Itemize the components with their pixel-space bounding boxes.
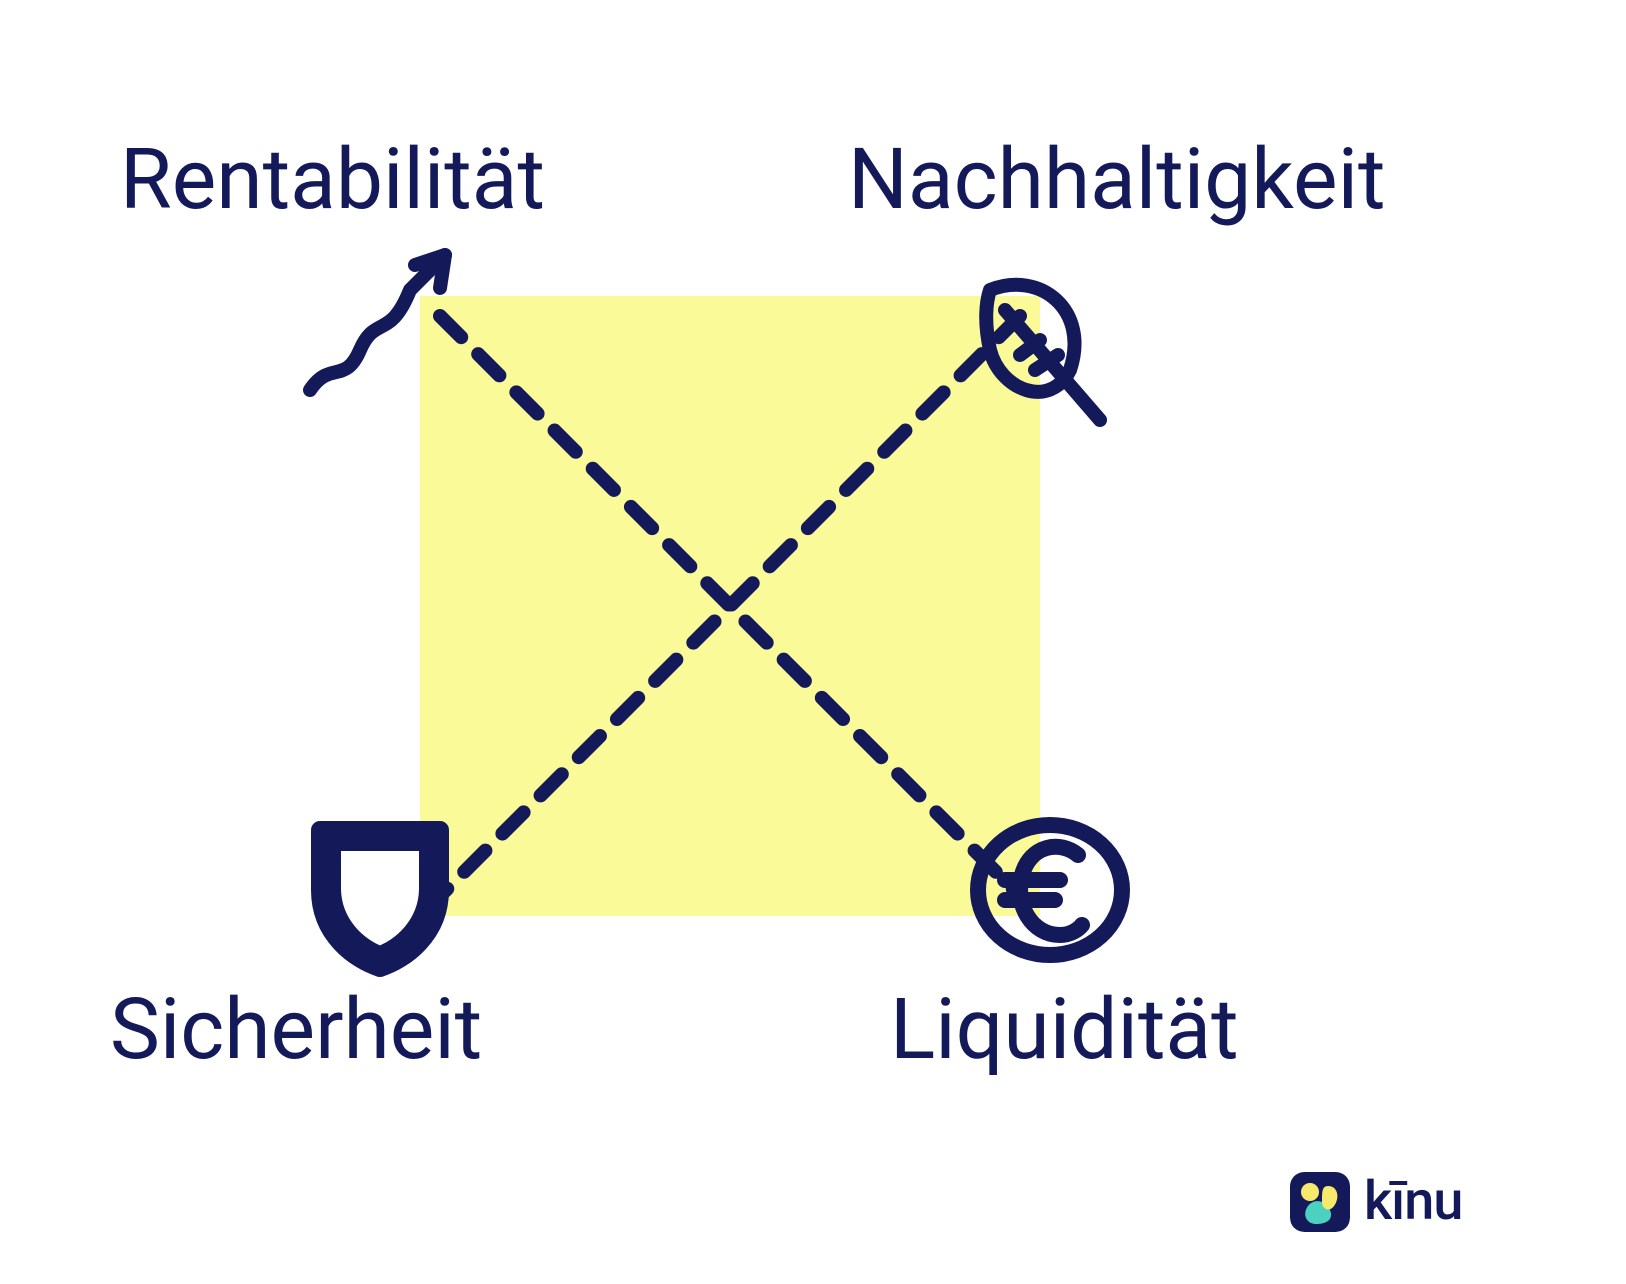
leaf-icon <box>950 260 1130 444</box>
label-rentabilitaet: Rentabilität <box>120 130 545 229</box>
label-sicherheit: Sicherheit <box>110 980 482 1079</box>
shield-icon <box>290 800 470 984</box>
euro-coin-icon <box>960 800 1140 984</box>
brand-logo-mark <box>1290 1172 1350 1232</box>
brand-logo: kīnu <box>1290 1170 1462 1233</box>
brand-logo-text: kīnu <box>1364 1170 1462 1233</box>
diagram-canvas: Rentabilität Nachhaltigkeit Sicherheit L… <box>0 0 1626 1284</box>
trend-up-icon <box>290 230 490 434</box>
label-liquiditaet: Liquidität <box>890 980 1239 1079</box>
label-nachhaltigkeit: Nachhaltigkeit <box>848 130 1386 229</box>
